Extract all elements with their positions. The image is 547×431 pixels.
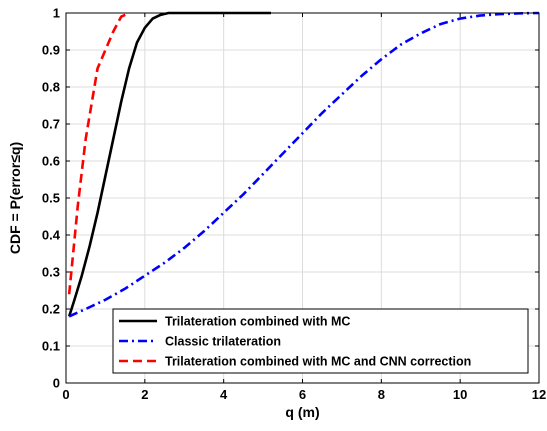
x-tick-label: 6 (299, 387, 306, 402)
x-axis-label: q (m) (285, 404, 319, 420)
x-tick-label: 4 (220, 387, 228, 402)
legend-label: Trilateration combined with MC and CNN c… (165, 355, 471, 369)
legend-box (112, 308, 529, 374)
y-tick-label: 0.3 (42, 265, 60, 280)
x-tick-label: 12 (532, 387, 546, 402)
series-line-3 (67, 11, 130, 295)
y-tick-label: 0.5 (42, 191, 60, 206)
series-layer (67, 11, 540, 318)
y-tick-label: 0.8 (42, 80, 60, 95)
x-tick-label: 2 (141, 387, 148, 402)
y-tick-label: 0.7 (42, 117, 60, 132)
axis-ticks: 0 2 4 6 8 10 12 0 0.1 0.2 0.3 0.4 0.5 0.6 0.7 0.8 0.9 1 (42, 6, 546, 403)
series-line-2 (68, 11, 540, 318)
series-line-1 (67, 11, 271, 317)
y-tick-label: 0.4 (42, 228, 61, 243)
legend-label: Trilateration combined with MC (165, 315, 350, 329)
legend-label: Classic trilateration (165, 335, 281, 349)
x-tick-label: 0 (62, 387, 69, 402)
x-tick-label: 8 (378, 387, 385, 402)
y-tick-label: 0.1 (42, 339, 60, 354)
y-tick-label: 0 (53, 376, 60, 391)
y-tick-label: 0.2 (42, 302, 60, 317)
y-tick-label: 1 (53, 6, 60, 21)
y-tick-label: 0.6 (42, 154, 60, 169)
x-tick-label: 10 (453, 387, 467, 402)
y-axis-label: CDF = P(error≤q) (7, 142, 23, 254)
legend: Trilateration combined with MC Classic tr… (112, 308, 529, 374)
y-tick-label: 0.9 (42, 43, 60, 58)
